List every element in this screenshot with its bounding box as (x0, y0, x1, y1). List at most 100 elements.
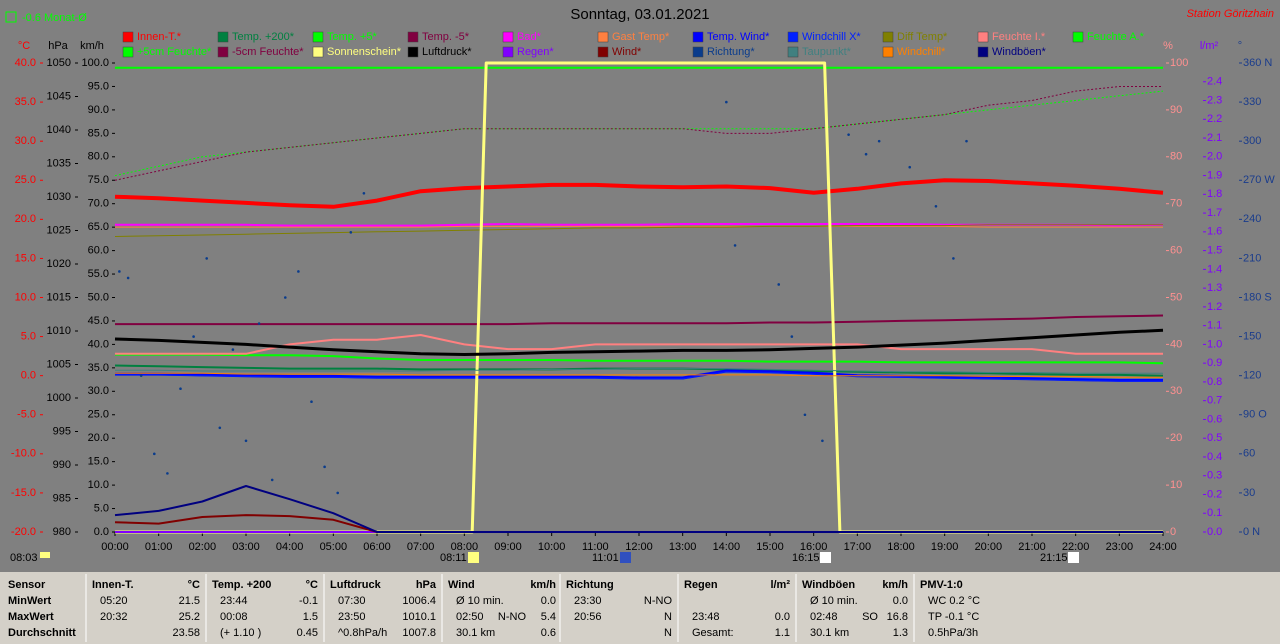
data-point (270, 478, 274, 482)
y-tick-label: 1000 (47, 392, 71, 404)
monthly-average: -0.6 Monat-Ø (22, 12, 87, 24)
series-line (115, 372, 1163, 378)
y-tick-label: 990 (53, 459, 71, 471)
panel-header: Temp. +200 (212, 579, 271, 591)
legend-label: Windböen* (992, 46, 1047, 58)
y-tick-label: 25.0 (15, 174, 36, 186)
panel-unit: km/h (530, 579, 556, 591)
data-point (126, 276, 130, 280)
data-point (153, 452, 156, 456)
y-tick-label: 1035 (47, 157, 71, 169)
cell-text: N-NO (498, 611, 527, 623)
x-tick-label: 17:00 (844, 541, 872, 553)
y-tick-label: 1030 (47, 191, 71, 203)
y-tick-label: 0.0 (21, 370, 36, 382)
y-tick-label: 1.8 (1207, 188, 1222, 200)
legend-label: Wind* (612, 46, 642, 58)
legend-swatch (977, 31, 989, 43)
sun-marker-label: 08:03 (10, 552, 38, 564)
y-tick-label: 30.0 (88, 385, 109, 397)
y-tick-label: 210 (1243, 252, 1261, 264)
sun-marker-icon (820, 552, 831, 563)
panel-header: Sensor (8, 579, 46, 591)
y-tick-label: 20 (1170, 432, 1182, 444)
data-point (139, 374, 143, 377)
y-tick-label: 75.0 (88, 174, 109, 186)
cell-text: 02:48 (810, 611, 838, 623)
cell-text: 30.1 km (456, 627, 495, 639)
cell-text: Ø 10 min. (456, 595, 504, 607)
legend-swatch (502, 46, 514, 58)
y-tick-label: 45.0 (88, 315, 109, 327)
x-tick-label: 00:00 (101, 541, 129, 553)
sun-marker-label: 21:15 (1040, 552, 1068, 564)
x-tick-label: 14:00 (713, 541, 741, 553)
sun-marker-icon (40, 552, 50, 558)
chart-background (0, 0, 1280, 572)
cell-text: 1.1 (775, 627, 790, 639)
x-tick-label: 02:00 (189, 541, 217, 553)
legend-label: Temp. -5* (422, 31, 470, 43)
data-point (257, 322, 261, 325)
legend-label: Innen-T.* (137, 31, 182, 43)
x-tick-label: 21:00 (1018, 541, 1046, 553)
data-point (821, 439, 824, 443)
y-tick-label: 0.4 (1207, 451, 1222, 463)
cell-text: 30.1 km (810, 627, 849, 639)
y-tick-label: 1.7 (1207, 207, 1222, 219)
cell-text: N-NO (644, 595, 673, 607)
y-tick-label: 15.0 (88, 456, 109, 468)
y-tick-label: 60.0 (88, 245, 109, 257)
legend-label: Gast Temp* (612, 31, 670, 43)
y-tick-label: 20.0 (88, 432, 109, 444)
data-point (297, 270, 300, 273)
y-tick-label: 180 S (1243, 291, 1272, 303)
series-line (114, 328, 1164, 356)
y-tick-label: 0.9 (1207, 357, 1222, 369)
sun-marker-icon (468, 552, 479, 563)
y-tick-label: 1045 (47, 90, 71, 102)
legend-label: Taupunkt* (802, 46, 852, 58)
y-tick-label: 1025 (47, 224, 71, 236)
y-tick-label: 80 (1170, 151, 1182, 163)
station-name: Station Göritzhain (1187, 8, 1274, 20)
series-line (114, 224, 1163, 237)
y-tick-label: 0.0 (1207, 526, 1222, 538)
cell-text: 1.3 (893, 627, 908, 639)
y-tick-label: 100.0 (81, 57, 109, 69)
cell-text: 0.45 (297, 627, 318, 639)
axis-title: km/h (80, 40, 104, 52)
data-point (166, 472, 169, 475)
y-tick-label: 10 (1170, 479, 1182, 491)
data-point (218, 426, 222, 430)
axis-title: hPa (48, 40, 68, 52)
panel-unit: km/h (882, 579, 908, 591)
legend-label: Temp. +5* (327, 31, 378, 43)
y-tick-label: 150 (1243, 330, 1261, 342)
y-tick-label: 70 (1170, 198, 1182, 210)
data-point (310, 400, 313, 404)
panel-header: PMV-1:0 (920, 579, 963, 591)
cell-text: N (664, 611, 672, 623)
x-tick-label: 18:00 (887, 541, 915, 553)
y-tick-label: 2.2 (1207, 113, 1222, 125)
panel-header: Windböen (802, 579, 855, 591)
y-tick-label: 55.0 (88, 268, 109, 280)
y-tick-label: 60 (1243, 448, 1255, 460)
series-line (114, 86, 1163, 181)
x-tick-label: 13:00 (669, 541, 697, 553)
y-tick-label: 60 (1170, 245, 1182, 257)
data-point (118, 270, 121, 273)
y-tick-label: 1020 (47, 258, 71, 270)
y-tick-label: 2.0 (1207, 151, 1222, 163)
cell-text: Durchschnitt (8, 627, 76, 639)
y-tick-label: 1.0 (1207, 338, 1222, 350)
data-point (934, 205, 938, 208)
axis-title: l/m² (1200, 40, 1219, 52)
panel-header: Innen-T. (92, 579, 134, 591)
cell-text: 1006.4 (402, 595, 436, 607)
cell-text: (+ 1.10 ) (220, 627, 261, 639)
series-line (115, 353, 1164, 365)
legend-swatch (312, 31, 324, 43)
